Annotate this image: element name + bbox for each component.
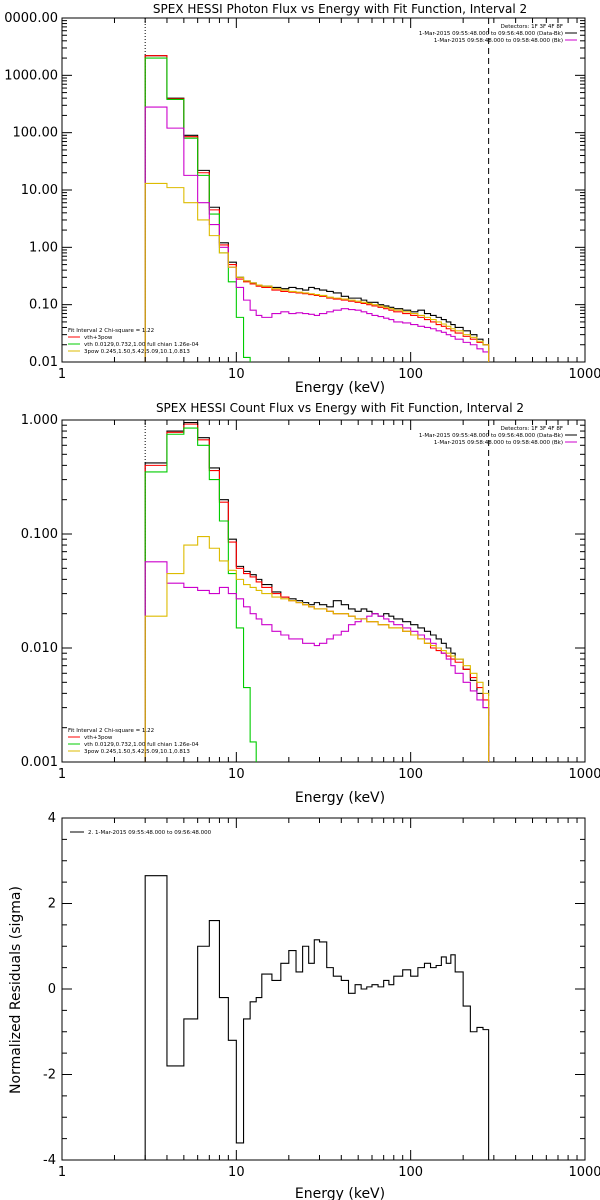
count-flux-legend-bottom-left-text: vth 0.0129,0.732,1.00 full chian 1.26e-0…: [84, 742, 199, 748]
count-flux-legend-top-right-text: 1-Mar-2015 09:58:48.000 to 09:58:48.000 …: [434, 440, 563, 446]
photon-flux-y-ticks: 0000.00 1000.00 100.00 10.00 1.00 0.10 0.01: [4, 11, 585, 370]
photon-flux-legend-top-right-text: 1-Mar-2015 09:58:48.000 to 09:58:48.000 …: [434, 38, 563, 44]
photon-flux-y-tick-label: 10.00: [21, 183, 58, 198]
residuals-y-tick-label: 2: [48, 897, 56, 912]
residuals-legend-text: 2. 1-Mar-2015 09:55:48.000 to 09:56:48.0…: [88, 830, 212, 836]
photon-flux-legend-bottom-left-text: vth 0.0129,0.732,1.00 full chian 1.26e-0…: [84, 342, 199, 348]
photon-flux-y-tick-label: 0.10: [29, 298, 58, 313]
photon-flux-frame: [61, 17, 586, 363]
residuals-y-tick-label: 4: [48, 811, 56, 826]
count-flux-legend-bottom-left: Fit Interval 2 Chi-square = 1.22vth+3pow…: [68, 728, 199, 755]
photon-flux-y-tick-label: 1000.00: [4, 68, 58, 83]
photon-flux-y-tick-label: 1.00: [29, 240, 58, 255]
residuals-y-tick-label: 0: [48, 982, 56, 997]
photon-flux-x-axis-label: Energy (keV): [295, 380, 385, 396]
residuals-x-tick-label: 1000: [568, 1165, 600, 1180]
photon-flux-series-vth-3pow: [144, 55, 490, 362]
count-flux-y-ticks: 1.000 0.100 0.010 0.001: [21, 413, 585, 770]
photon-flux-x-tick-label: 1: [58, 367, 66, 382]
count-flux-y-tick-label: 1.000: [21, 413, 58, 428]
residuals-legend: 2. 1-Mar-2015 09:55:48.000 to 09:56:48.0…: [70, 830, 212, 836]
photon-flux-legend-bottom-left-text: Fit Interval 2 Chi-square = 1.22: [68, 328, 154, 334]
photon-flux-series-bk: [144, 106, 490, 362]
residuals-x-axis-label: Energy (keV): [295, 1186, 385, 1200]
count-flux-series-data-bk: [144, 421, 490, 762]
count-flux-legend-top-right-text: Detectors: 1F 3F 4F 8F: [501, 426, 563, 432]
count-flux-legend-top-right: Detectors: 1F 3F 4F 8F1-Mar-2015 09:55:4…: [419, 426, 577, 446]
count-flux-series-3pow: [144, 535, 490, 762]
residuals-x-ticks: 1 10 100 1000: [58, 818, 600, 1180]
count-flux-plot-area: [61, 419, 586, 763]
count-flux-panel: SPEX HESSI Count Flux vs Energy with Fit…: [21, 401, 600, 806]
count-flux-y-tick-label: 0.010: [21, 641, 58, 656]
residuals-y-axis-label: Normalized Residuals (sigma): [8, 886, 24, 1094]
residuals-plot-area: [61, 817, 586, 1161]
residuals-series-residuals: [144, 875, 490, 1160]
photon-flux-panel: SPEX HESSI Photon Flux vs Energy with Fi…: [4, 2, 600, 396]
photon-flux-series-3pow: [144, 182, 490, 362]
photon-flux-x-tick-label: 100: [398, 367, 423, 382]
count-flux-series-vth-3pow: [144, 423, 490, 762]
count-flux-x-tick-label: 10: [228, 767, 245, 782]
photon-flux-legend-top-right: Detectors: 1F 3F 4F 8F1-Mar-2015 09:55:4…: [419, 24, 577, 44]
photon-flux-x-tick-label: 1000: [568, 367, 600, 382]
count-flux-series-group: [144, 421, 490, 762]
photon-flux-legend-bottom-left-text: vth+3pow: [84, 335, 113, 341]
residuals-y-tick-label: -2: [43, 1068, 56, 1083]
photon-flux-series-data-bk: [144, 55, 490, 362]
count-flux-legend-bottom-left-text: vth+3pow: [84, 735, 113, 741]
residuals-y-ticks: 4 2 0 -2 -4: [43, 811, 585, 1168]
count-flux-x-tick-label: 1: [58, 767, 66, 782]
residuals-panel: 1 10 100 1000 4 2 0 -2 -4 Energy (keV) Normaliz…: [8, 811, 600, 1200]
photon-flux-y-tick-label: 100.00: [13, 126, 59, 141]
count-flux-y-tick-label: 0.001: [21, 755, 58, 770]
photon-flux-x-tick-label: 10: [228, 367, 245, 382]
count-flux-x-axis-label: Energy (keV): [295, 790, 385, 806]
count-flux-legend-top-right-text: 1-Mar-2015 09:55:48.000 to 09:56:48.000 …: [419, 433, 563, 439]
residuals-series-group: [144, 875, 490, 1160]
count-flux-legend-bottom-left-text: 3pow 0.245,1.50,5.42,5.09,10.1,0.813: [84, 749, 190, 755]
photon-flux-legend-bottom-left: Fit Interval 2 Chi-square = 1.22vth+3pow…: [68, 328, 199, 355]
residuals-x-tick-label: 10: [228, 1165, 245, 1180]
photon-flux-series-group: [144, 55, 490, 362]
residuals-x-tick-label: 1: [58, 1165, 66, 1180]
photon-flux-y-tick-label: 0.01: [29, 355, 58, 370]
count-flux-frame: [61, 419, 586, 763]
photon-flux-legend-top-right-text: 1-Mar-2015 09:55:48.000 to 09:56:48.000 …: [419, 31, 563, 37]
photon-flux-title: SPEX HESSI Photon Flux vs Energy with Fi…: [153, 2, 527, 16]
photon-flux-legend-bottom-left-text: 3pow 0.245,1.50,5.42,5.09,10.1,0.813: [84, 349, 190, 355]
photon-flux-y-tick-label: 0000.00: [4, 11, 58, 26]
residuals-frame: [61, 817, 586, 1161]
residuals-x-tick-label: 100: [398, 1165, 423, 1180]
photon-flux-plot-area: [61, 17, 586, 363]
photon-flux-legend-top-right-text: Detectors: 1F 3F 4F 8F: [501, 24, 563, 30]
count-flux-x-tick-label: 100: [398, 767, 423, 782]
count-flux-y-tick-label: 0.100: [21, 527, 58, 542]
count-flux-series-vth: [144, 427, 257, 762]
photon-flux-x-ticks: 1 10 100 1000: [58, 18, 600, 382]
count-flux-title: SPEX HESSI Count Flux vs Energy with Fit…: [156, 401, 524, 415]
photon-flux-series-vth: [144, 57, 251, 362]
count-flux-series-bk: [144, 561, 490, 762]
count-flux-x-tick-label: 1000: [568, 767, 600, 782]
residuals-y-tick-label: -4: [43, 1153, 56, 1168]
count-flux-legend-bottom-left-text: Fit Interval 2 Chi-square = 1.22: [68, 728, 154, 734]
